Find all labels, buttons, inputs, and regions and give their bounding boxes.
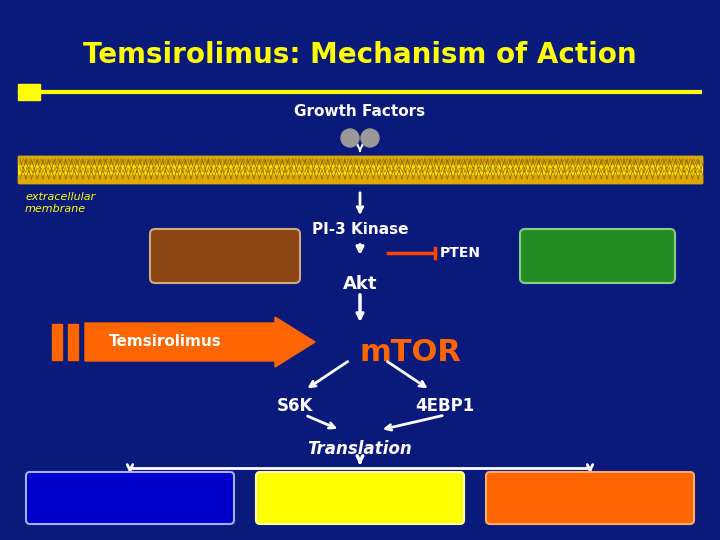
Bar: [18, 156, 702, 164]
FancyBboxPatch shape: [256, 472, 464, 524]
Text: cMyc
overexpression: cMyc overexpression: [306, 484, 414, 512]
FancyArrow shape: [85, 317, 315, 367]
Text: Translation: Translation: [307, 440, 413, 458]
Text: PTEN
Loss: PTEN Loss: [577, 241, 618, 271]
Bar: [0, 0, 720, 85]
FancyBboxPatch shape: [150, 229, 300, 283]
Circle shape: [341, 129, 359, 147]
Text: Akt: Akt: [343, 275, 377, 293]
FancyBboxPatch shape: [486, 472, 694, 524]
Text: S6K: S6K: [276, 397, 313, 415]
Text: HIF-1α, HIF-2α
overexpression: HIF-1α, HIF-2α overexpression: [536, 484, 644, 512]
Text: mTOR: mTOR: [359, 338, 461, 367]
Text: 4EBP1: 4EBP1: [415, 397, 474, 415]
Text: PTEN: PTEN: [440, 246, 481, 260]
Circle shape: [361, 129, 379, 147]
Text: Cyclin D1
overexpression: Cyclin D1 overexpression: [76, 484, 184, 512]
Bar: [68, 324, 78, 360]
Bar: [52, 324, 62, 360]
Text: Temsirolimus: Temsirolimus: [109, 334, 221, 349]
FancyBboxPatch shape: [520, 229, 675, 283]
Bar: [18, 156, 702, 183]
Text: extracellular
membrane: extracellular membrane: [25, 192, 95, 214]
Text: PI-3 Kinase: PI-3 Kinase: [312, 222, 408, 237]
FancyBboxPatch shape: [26, 472, 234, 524]
Text: Temsirolimus: Mechanism of Action: Temsirolimus: Mechanism of Action: [84, 41, 636, 69]
Bar: [18, 84, 40, 100]
Text: PI-3K/AKT
Activation: PI-3K/AKT Activation: [189, 242, 261, 270]
Text: Growth Factors: Growth Factors: [294, 105, 426, 119]
Bar: [18, 175, 702, 183]
